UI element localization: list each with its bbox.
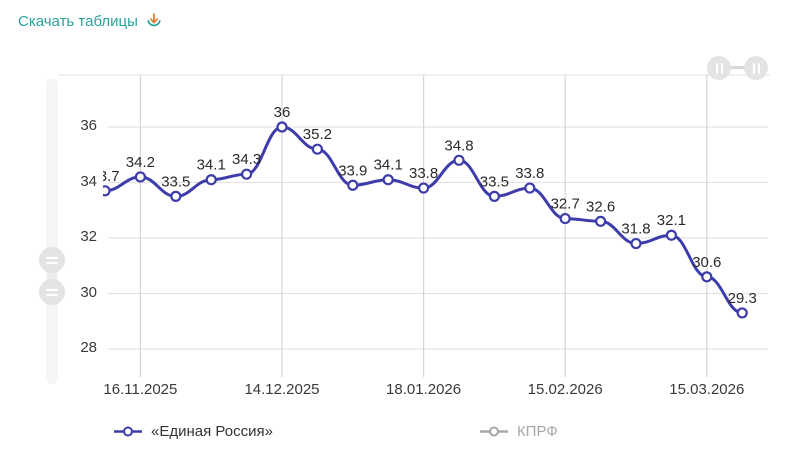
x-axis-tick-label: 18.01.2026 — [386, 381, 462, 398]
data-point-marker[interactable] — [701, 271, 713, 283]
download-icon — [147, 13, 161, 27]
data-point-marker[interactable] — [665, 229, 678, 241]
data-point-marker[interactable] — [453, 154, 465, 166]
data-point-label: 29.3 — [728, 290, 757, 307]
value-axis-scrollbar-range[interactable] — [47, 260, 57, 292]
value-axis-scrollbar-handle-bottom[interactable] — [39, 279, 65, 305]
data-point-marker[interactable] — [595, 215, 607, 227]
data-point-marker[interactable] — [630, 237, 642, 250]
data-point-marker[interactable] — [99, 185, 111, 197]
data-point-label: 32.6 — [586, 198, 615, 215]
data-point-marker[interactable] — [311, 143, 323, 155]
data-point-label: 34.2 — [126, 154, 155, 171]
date-axis-scrollbar-range[interactable] — [719, 66, 757, 69]
data-point-label: 34.1 — [374, 157, 403, 174]
data-point-marker[interactable] — [347, 179, 359, 191]
grip-vertical-bars-icon — [715, 62, 718, 74]
data-point-label: 33.8 — [515, 165, 544, 182]
data-point-label: 33.8 — [409, 165, 438, 182]
download-tables-label: Скачать таблицы — [18, 12, 138, 30]
data-point-marker[interactable] — [241, 168, 253, 180]
y-axis-tick-label: 28 — [80, 339, 97, 356]
legend-item-kprf[interactable]: КПРФ — [479, 423, 558, 440]
grip-vertical-bars-icon — [757, 62, 760, 74]
grip-horizontal-bars-icon — [46, 293, 58, 296]
legend-label: «Единая Россия» — [151, 423, 273, 440]
data-point-marker[interactable] — [736, 307, 748, 319]
date-axis-scrollbar-handle-left[interactable] — [707, 56, 731, 80]
data-point-label: 36 — [274, 104, 291, 121]
data-point-label: 34.1 — [197, 157, 226, 174]
date-axis-scrollbar-track[interactable] — [58, 74, 770, 76]
data-point-label: 35.2 — [303, 126, 332, 143]
legend-label: КПРФ — [516, 423, 558, 440]
x-axis-tick-label: 14.12.2025 — [244, 381, 320, 398]
download-tables-link[interactable]: Скачать таблицы — [18, 12, 163, 30]
data-point-label: 32.7 — [551, 196, 580, 213]
y-axis-tick-label: 36 — [80, 117, 97, 134]
data-point-marker[interactable] — [276, 121, 288, 133]
data-point-marker[interactable] — [488, 190, 500, 202]
data-point-label: 32.1 — [657, 212, 686, 229]
y-axis-tick-label: 32 — [80, 228, 97, 245]
date-axis-scrollbar-handle-right[interactable] — [744, 56, 768, 80]
chart-svg[interactable]: 33.7 34.2 33.5 34.1 34.3 36 35.2 33.9 34.1 33.8 34… — [90, 75, 772, 380]
line-chart-plot-area[interactable]: 33.7 34.2 33.5 34.1 34.3 36 35.2 33.9 34.1 33.8 34… — [90, 75, 772, 380]
y-axis-tick-label: 30 — [80, 283, 97, 301]
data-point-marker[interactable] — [170, 190, 182, 202]
data-point-label: 33.9 — [338, 162, 367, 179]
data-point-marker[interactable] — [134, 171, 147, 183]
data-point-label: 30.6 — [692, 254, 721, 271]
series-line-marker-icon — [114, 426, 142, 437]
y-axis-tick-label: 34 — [80, 172, 97, 190]
grip-vertical-bars-icon — [720, 62, 723, 74]
series-line-marker-icon — [479, 426, 508, 437]
grip-vertical-bars-icon — [752, 62, 755, 74]
legend-item-united-russia[interactable]: «Единая Россия» — [113, 423, 273, 440]
data-point-label: 33.5 — [480, 173, 509, 190]
data-point-label: 34.8 — [444, 137, 473, 154]
data-point-marker[interactable] — [418, 182, 430, 194]
data-point-marker[interactable] — [559, 212, 571, 225]
grip-horizontal-bars-icon — [46, 261, 58, 264]
data-point-label: 31.8 — [621, 221, 650, 238]
chart-legend: «Единая Россия» КПРФ — [113, 423, 713, 440]
data-point-label: 33.7 — [103, 168, 120, 185]
data-point-label: 34.3 — [232, 151, 261, 168]
value-axis-scrollbar-track[interactable] — [46, 78, 58, 384]
value-axis-scrollbar-handle-top[interactable] — [39, 247, 65, 273]
data-point-marker[interactable] — [205, 174, 217, 186]
x-axis-tick-label: 15.02.2026 — [527, 381, 603, 398]
x-axis-tick-label: 15.03.2026 — [669, 381, 745, 398]
grip-horizontal-bars-icon — [46, 256, 58, 259]
grip-horizontal-bars-icon — [46, 288, 58, 291]
data-point-marker[interactable] — [382, 174, 394, 186]
x-axis-tick-label: 16.11.2025 — [103, 381, 178, 398]
data-point-label: 33.5 — [161, 173, 190, 190]
data-point-marker[interactable] — [524, 182, 536, 194]
